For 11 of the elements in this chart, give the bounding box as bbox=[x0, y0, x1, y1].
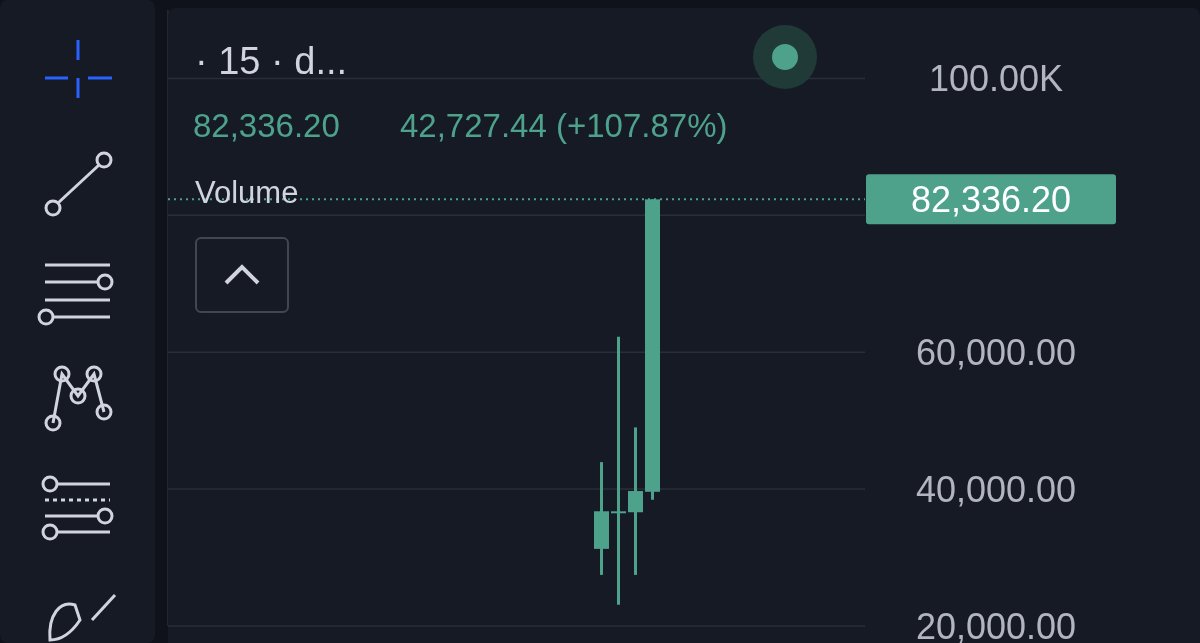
y-tick-label: 40,000.00 bbox=[915, 468, 1077, 510]
annotation: 42,727.44 (+107.87%) bbox=[400, 107, 728, 144]
text: · 15 · d... bbox=[195, 40, 348, 82]
y-tick-label: 20,000.00 bbox=[915, 605, 1077, 643]
annotation: 82,336.20 bbox=[193, 107, 340, 144]
candlestick bbox=[611, 335, 626, 605]
y-tick-label: 100.00K bbox=[928, 58, 1064, 100]
ref-line-label: 82,336.20 bbox=[910, 178, 1072, 220]
candlestick bbox=[628, 427, 643, 575]
annotation: Volume bbox=[195, 175, 299, 210]
y-tick-label: 60,000.00 bbox=[915, 331, 1077, 373]
